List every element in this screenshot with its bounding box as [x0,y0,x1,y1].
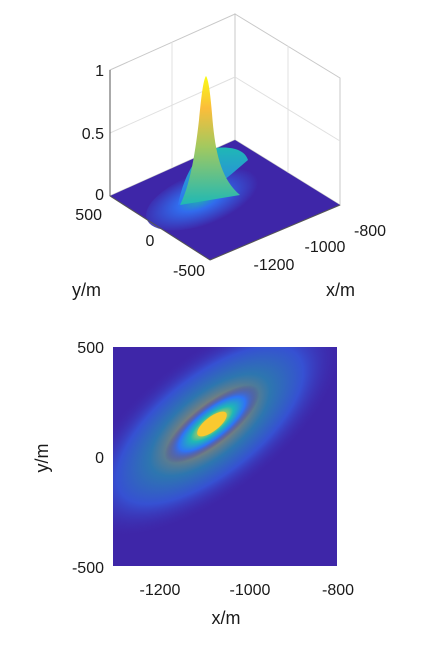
x-axis-line-3d [209,204,341,261]
y-tick-label: 500 [75,207,102,224]
surface-plot: 1 0.5 0 500 0 -500 -1200 -1000 -800 y/m … [72,13,386,300]
z-tick-label: 1 [95,63,104,80]
y-axis-label: y/m [72,280,101,300]
surface-peak [180,76,240,205]
x-tick-label: -1000 [230,582,271,599]
heatmap-peak [197,411,227,437]
y-tick-label: -500 [173,263,205,280]
y-tick-label: 500 [77,340,104,357]
y-tick-label: -500 [72,560,104,577]
z-tick-label: 0.5 [82,126,104,143]
x-axis-label: x/m [212,608,241,628]
y-axis-label: y/m [32,444,52,473]
z-tick-label: 0 [95,187,104,204]
x-tick-label: -1000 [305,239,346,256]
surface-grid [109,42,341,173]
heatmap-plot: 500 0 -500 -1200 -1000 -800 x/m y/m [32,340,354,628]
x-axis-label: x/m [326,280,355,300]
y-tick-label: 0 [95,450,104,467]
x-tick-label: -800 [354,223,386,240]
y-tick-label: 0 [146,233,155,250]
x-tick-label: -800 [322,582,354,599]
x-tick-label: -1200 [140,582,181,599]
x-tick-label: -1200 [254,257,295,274]
y-axis-line-3d [109,195,211,261]
